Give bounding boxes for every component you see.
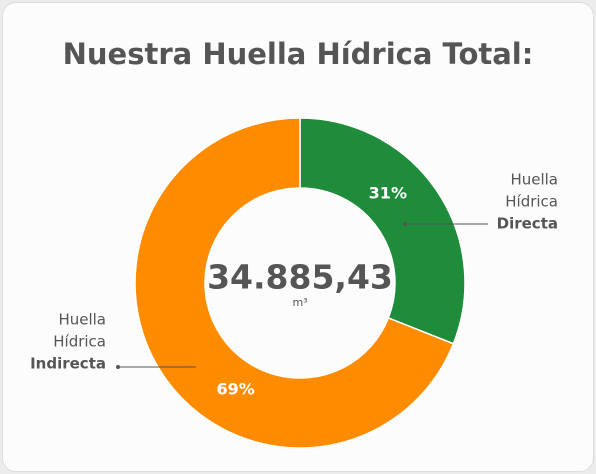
legend-label: Huella <box>58 311 106 329</box>
legend-label: Huella <box>510 171 558 189</box>
legend-label: Indirecta <box>30 355 106 373</box>
center-value: 34.885,43 <box>207 258 393 297</box>
center-unit: m³ <box>292 296 307 309</box>
legend-label: Directa <box>497 215 558 233</box>
legend-label: Hídrica <box>505 193 558 211</box>
slice-value-label: 31% <box>369 184 407 203</box>
leader-dot <box>403 222 407 226</box>
legend-label: Hídrica <box>53 333 106 351</box>
chart-title: Nuestra Huella Hídrica Total: <box>63 37 534 71</box>
leader-dot <box>116 365 120 369</box>
slice-value-label: 69% <box>217 380 255 399</box>
donut-slice <box>134 117 455 449</box>
donut-slice <box>299 117 466 345</box>
